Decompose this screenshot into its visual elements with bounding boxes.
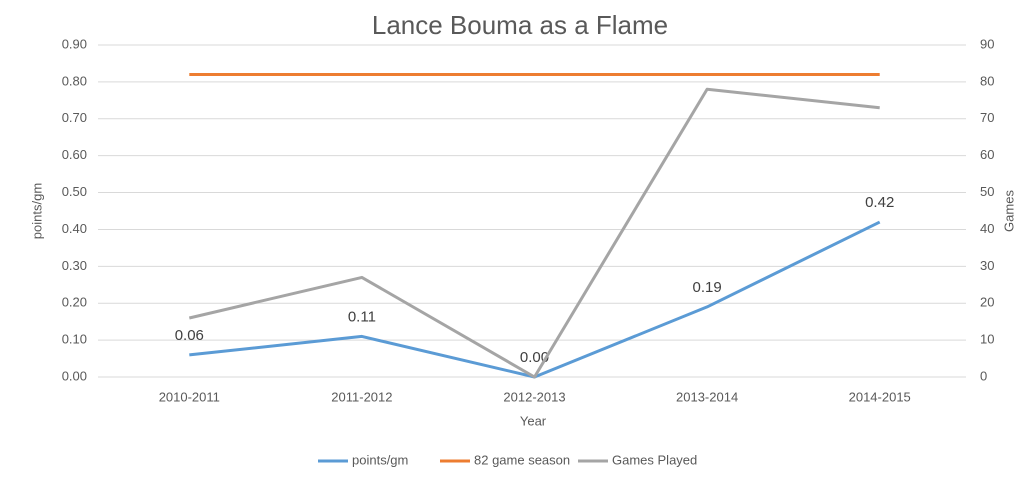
- legend-label: points/gm: [352, 452, 408, 467]
- y-tick-label: 0.10: [62, 332, 87, 347]
- y2-tick-label: 30: [980, 258, 994, 273]
- y2-tick-label: 20: [980, 295, 994, 310]
- y2-axis-label: Games: [1001, 190, 1016, 232]
- x-tick-label: 2012-2013: [503, 389, 565, 404]
- y2-tick-label: 70: [980, 110, 994, 125]
- data-label: 0.11: [348, 308, 376, 325]
- y2-tick-label: 90: [980, 36, 994, 51]
- y-tick-label: 0.80: [62, 73, 87, 88]
- y-tick-label: 0.20: [62, 295, 87, 310]
- y-tick-label: 0.40: [62, 221, 87, 236]
- y-tick-label: 0.70: [62, 110, 87, 125]
- y2-tick-label: 60: [980, 147, 994, 162]
- series-line: [188, 87, 880, 379]
- y-axis-label: points/gm: [29, 183, 44, 239]
- y-tick-label: 0.60: [62, 147, 87, 162]
- y2-tick-label: 10: [980, 332, 994, 347]
- y-tick-label: 0.90: [62, 36, 87, 51]
- y2-tick-label: 50: [980, 184, 994, 199]
- x-tick-label: 2013-2014: [676, 389, 738, 404]
- chart-title: Lance Bouma as a Flame: [372, 10, 668, 40]
- y-tick-label: 0.50: [62, 184, 87, 199]
- x-axis-label: Year: [520, 413, 547, 428]
- legend-label: Games Played: [612, 452, 697, 467]
- y-tick-label: 0.30: [62, 258, 87, 273]
- data-label: 0.19: [692, 279, 721, 296]
- y-tick-label: 0.00: [62, 368, 87, 383]
- y2-tick-label: 40: [980, 221, 994, 236]
- legend-label: 82 game season: [474, 452, 570, 467]
- data-label: 0.00: [520, 349, 549, 366]
- x-tick-label: 2011-2012: [331, 389, 392, 404]
- x-tick-label: 2010-2011: [159, 389, 220, 404]
- y2-tick-label: 80: [980, 73, 994, 88]
- data-label: 0.06: [175, 327, 204, 344]
- data-label: 0.42: [865, 194, 894, 211]
- x-tick-label: 2014-2015: [849, 389, 911, 404]
- y2-tick-label: 0: [980, 368, 987, 383]
